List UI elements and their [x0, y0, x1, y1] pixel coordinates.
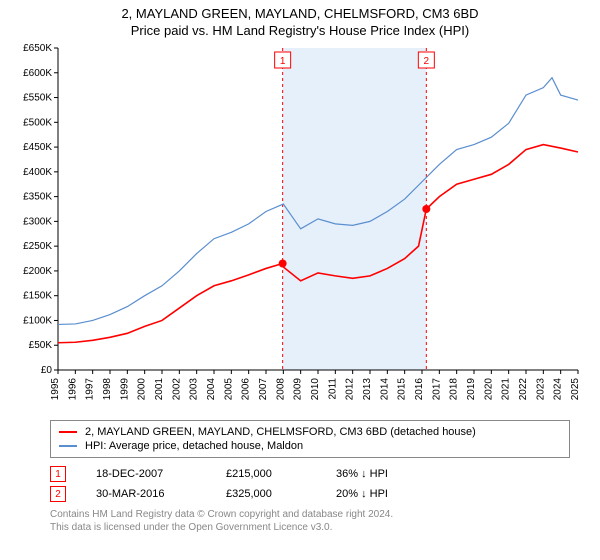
svg-text:£400K: £400K	[23, 167, 52, 178]
svg-text:2025: 2025	[570, 378, 581, 401]
sale-diff-cell: 36% ↓ HPI	[336, 464, 388, 484]
legend-item: 2, MAYLAND GREEN, MAYLAND, CHELMSFORD, C…	[59, 425, 561, 439]
sale-date-cell: 18-DEC-2007	[96, 464, 226, 484]
svg-text:2: 2	[424, 56, 430, 67]
svg-text:£100K: £100K	[23, 315, 52, 326]
svg-text:2006: 2006	[241, 378, 252, 401]
svg-text:2016: 2016	[414, 378, 425, 401]
sale-date-cell: 30-MAR-2016	[96, 484, 226, 504]
svg-text:2002: 2002	[171, 378, 182, 401]
legend: 2, MAYLAND GREEN, MAYLAND, CHELMSFORD, C…	[50, 420, 570, 458]
legend-swatch	[59, 431, 77, 433]
chart-area: £0 £50K £100K £150K £200K £250K £300K £350K £400…	[10, 42, 590, 412]
svg-text:1995: 1995	[50, 378, 61, 401]
svg-text:2007: 2007	[258, 378, 269, 401]
svg-text:2009: 2009	[293, 378, 304, 401]
chart-title-block: 2, MAYLAND GREEN, MAYLAND, CHELMSFORD, C…	[10, 6, 590, 38]
legend-swatch	[59, 445, 77, 447]
svg-text:2024: 2024	[553, 378, 564, 401]
svg-text:2021: 2021	[501, 378, 512, 401]
legend-label: 2, MAYLAND GREEN, MAYLAND, CHELMSFORD, C…	[85, 426, 476, 438]
copyright-notice: Contains HM Land Registry data © Crown c…	[50, 508, 570, 534]
svg-text:£50K: £50K	[29, 340, 53, 351]
sale-price-cell: £215,000	[226, 464, 336, 484]
svg-text:£450K: £450K	[23, 142, 52, 153]
table-row: 1 18-DEC-2007 £215,000 36% ↓ HPI	[50, 464, 388, 484]
svg-text:£600K: £600K	[23, 68, 52, 79]
chart-title-line1: 2, MAYLAND GREEN, MAYLAND, CHELMSFORD, C…	[10, 6, 590, 21]
svg-text:2018: 2018	[449, 378, 460, 401]
legend-item: HPI: Average price, detached house, Mald…	[59, 439, 561, 453]
svg-text:2001: 2001	[154, 378, 165, 401]
svg-text:2022: 2022	[518, 378, 529, 401]
svg-text:1999: 1999	[119, 378, 130, 401]
svg-text:2005: 2005	[223, 378, 234, 401]
svg-text:£150K: £150K	[23, 291, 52, 302]
svg-text:£550K: £550K	[23, 93, 52, 104]
sale-diff-cell: 20% ↓ HPI	[336, 484, 388, 504]
svg-text:£350K: £350K	[23, 192, 52, 203]
svg-text:2023: 2023	[535, 378, 546, 401]
svg-text:1996: 1996	[67, 378, 78, 401]
sale-price-cell: £325,000	[226, 484, 336, 504]
svg-text:2012: 2012	[345, 378, 356, 401]
svg-text:2003: 2003	[189, 378, 200, 401]
svg-text:1997: 1997	[85, 378, 96, 401]
svg-text:2004: 2004	[206, 378, 217, 401]
svg-text:£650K: £650K	[23, 43, 52, 54]
price-chart: £0 £50K £100K £150K £200K £250K £300K £350K £400…	[10, 42, 590, 412]
svg-text:£300K: £300K	[23, 216, 52, 227]
svg-text:2014: 2014	[379, 378, 390, 401]
svg-text:£500K: £500K	[23, 117, 52, 128]
copyright-line: Contains HM Land Registry data © Crown c…	[50, 508, 570, 521]
svg-text:£200K: £200K	[23, 266, 52, 277]
legend-label: HPI: Average price, detached house, Mald…	[85, 440, 303, 452]
svg-text:2011: 2011	[327, 378, 338, 400]
sale-markers-table: 1 18-DEC-2007 £215,000 36% ↓ HPI 2 30-MA…	[50, 464, 388, 504]
svg-text:2000: 2000	[137, 378, 148, 401]
svg-text:2017: 2017	[431, 378, 442, 401]
svg-text:2008: 2008	[275, 378, 286, 401]
copyright-line: This data is licensed under the Open Gov…	[50, 521, 570, 534]
marker-number-box: 1	[50, 466, 66, 482]
table-row: 2 30-MAR-2016 £325,000 20% ↓ HPI	[50, 484, 388, 504]
svg-text:£250K: £250K	[23, 241, 52, 252]
svg-text:1: 1	[280, 56, 286, 67]
chart-title-line2: Price paid vs. HM Land Registry's House …	[10, 23, 590, 38]
svg-text:2019: 2019	[466, 378, 477, 401]
svg-text:£0: £0	[41, 365, 53, 376]
svg-text:2015: 2015	[397, 378, 408, 401]
svg-text:2013: 2013	[362, 378, 373, 401]
marker-number-box: 2	[50, 486, 66, 502]
svg-text:2020: 2020	[483, 378, 494, 401]
svg-text:2010: 2010	[310, 378, 321, 401]
svg-text:1998: 1998	[102, 378, 113, 401]
